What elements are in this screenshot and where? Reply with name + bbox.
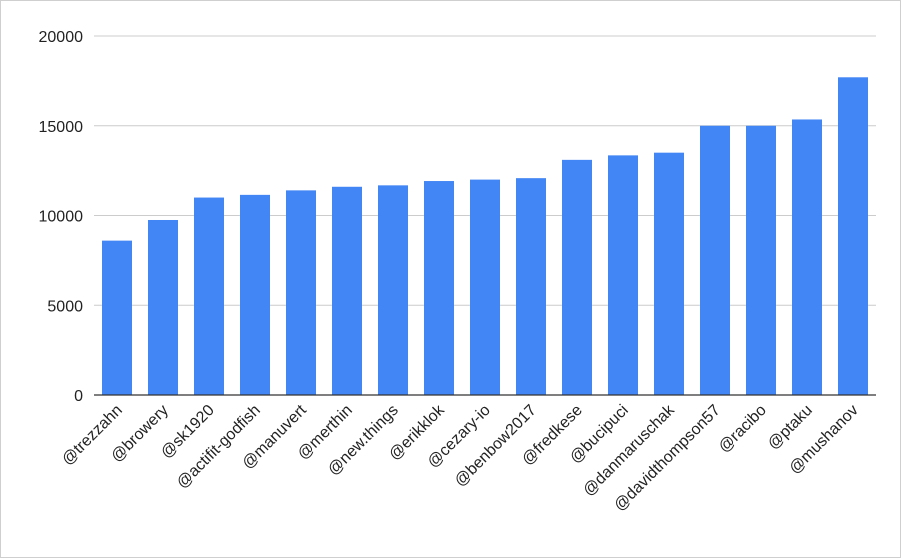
bar-cezary-io: [470, 179, 500, 395]
bars: [102, 77, 868, 395]
bar-racibo: [746, 125, 776, 395]
x-axis-category-labels: @trezzahn@browery@sk1920@actifit-godfish…: [59, 401, 862, 515]
bar-manuvert: [286, 190, 316, 395]
bar-trezzahn: [102, 240, 132, 395]
bar-actifit-godfish: [240, 194, 270, 395]
y-tick-label: 20000: [39, 29, 84, 46]
bar-davidthompson57: [700, 125, 730, 395]
bar-browery: [148, 219, 178, 395]
y-tick-label: 10000: [39, 209, 84, 226]
bar-erikklok: [424, 181, 454, 395]
bar-bucipuci: [608, 155, 638, 395]
bar-benbow2017: [516, 178, 546, 395]
y-tick-label: 5000: [47, 298, 83, 315]
x-category-label: @actifit-godfish: [174, 402, 264, 492]
bar-sk1920: [194, 197, 224, 395]
y-tick-label: 15000: [39, 119, 84, 136]
bar-danmaruschak: [654, 152, 684, 395]
bar-fredkese: [562, 159, 592, 395]
x-category-label: @benbow2017: [452, 402, 540, 490]
bar-ptaku: [792, 119, 822, 395]
bar-mushanov: [838, 77, 868, 395]
bar-merthin: [332, 186, 362, 395]
y-axis-tick-labels: 0 5000 10000 15000 20000: [39, 29, 84, 405]
y-tick-label: 0: [74, 388, 83, 405]
bar-new-things: [378, 185, 408, 395]
x-category-label: @racibo: [716, 402, 770, 456]
